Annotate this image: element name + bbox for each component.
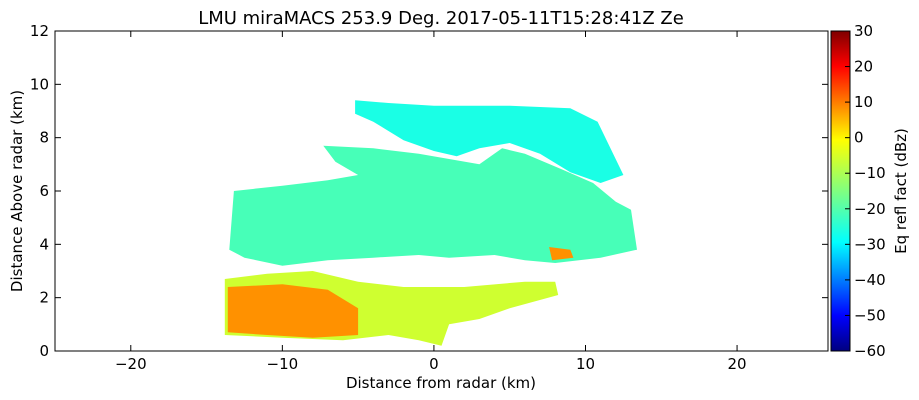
echo-region (229, 145, 638, 266)
y-tick-label: 8 (39, 129, 49, 147)
colorbar-tick-label: −10 (854, 164, 886, 182)
colorbar-tick-label: 30 (854, 22, 873, 40)
y-tick-label: 6 (39, 182, 49, 200)
y-tick-label: 0 (39, 342, 49, 360)
colorbar-tick-label: −50 (854, 306, 886, 324)
chart-title: LMU miraMACS 253.9 Deg. 2017-05-11T15:28… (198, 8, 684, 29)
y-tick-label: 2 (39, 289, 49, 307)
y-tick-label: 12 (30, 22, 49, 40)
echo-region-layer (224, 100, 638, 346)
colorbar-tick-label: −40 (854, 271, 886, 289)
colorbar-ticks: 30 20 10 0 −10 −20 −30 −40 −50 −60 (845, 22, 886, 360)
echo-region (549, 247, 574, 261)
x-axis: −20 −10 0 10 20 (115, 31, 747, 373)
x-tick-label: 0 (429, 355, 439, 373)
x-tick-label: −10 (267, 355, 299, 373)
colorbar-tick-label: −20 (854, 200, 886, 218)
y-axis: 0 2 4 6 8 10 12 (30, 22, 828, 360)
x-tick-label: 20 (728, 355, 747, 373)
colorbar-tick-label: −60 (854, 342, 886, 360)
colorbar (830, 30, 851, 352)
x-tick-label: −20 (115, 355, 147, 373)
y-tick-label: 10 (30, 75, 49, 93)
x-tick-label: 10 (576, 355, 595, 373)
colorbar-tick-label: 10 (854, 93, 873, 111)
colorbar-tick-label: 20 (854, 58, 873, 76)
echo-region (355, 100, 624, 183)
colorbar-tick-label: 0 (854, 129, 864, 147)
x-axis-label: Distance from radar (km) (346, 374, 536, 392)
y-axis-label: Distance Above radar (km) (8, 90, 26, 292)
colorbar-label: Eq refl fact (dBz) (892, 128, 910, 254)
colorbar-tick-label: −30 (854, 235, 886, 253)
echo-region (227, 284, 359, 338)
y-tick-label: 4 (39, 235, 49, 253)
